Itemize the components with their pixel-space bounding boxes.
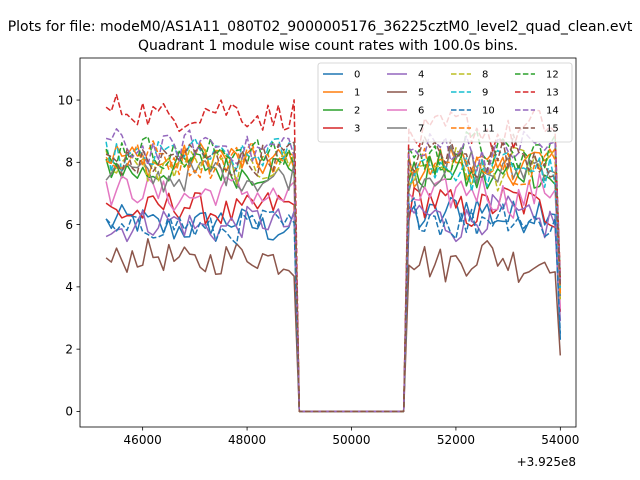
legend-label-11: 11 (482, 124, 495, 135)
y-tick-label: 2 (65, 342, 73, 356)
series-lines (105, 93, 562, 413)
legend-label-0: 0 (354, 70, 360, 81)
y-tick-label: 10 (58, 93, 73, 107)
y-tick-label: 4 (65, 280, 73, 294)
legend-label-7: 7 (418, 124, 424, 135)
legend-label-3: 3 (354, 124, 360, 135)
figure-suptitle: Plots for file: modeM0/AS1A11_080T02_900… (8, 19, 633, 35)
legend-label-13: 13 (546, 88, 559, 99)
legend-label-10: 10 (482, 106, 495, 117)
legend-label-1: 1 (354, 88, 360, 99)
legend-label-5: 5 (418, 88, 424, 99)
x-tick-label: 52000 (437, 433, 475, 447)
y-tick-label: 8 (65, 156, 73, 170)
legend-box (317, 62, 573, 143)
x-tick-label: 50000 (332, 433, 370, 447)
series-line-8 (105, 146, 562, 413)
legend-label-6: 6 (418, 106, 424, 117)
x-tick-label: 54000 (541, 433, 579, 447)
plot-frame (79, 57, 577, 428)
series-line-9 (105, 137, 562, 413)
legend-label-8: 8 (482, 70, 488, 81)
legend-label-15: 15 (546, 124, 559, 135)
x-offset-label: +3.925e8 (517, 455, 576, 469)
series-line-7 (105, 144, 562, 413)
series-line-15 (105, 133, 562, 413)
legend-label-4: 4 (418, 70, 424, 81)
y-tick-label: 0 (65, 405, 73, 419)
chart-title: Quadrant 1 module wise count rates with … (138, 38, 518, 54)
series-line-5 (105, 238, 562, 413)
legend-label-12: 12 (546, 70, 559, 81)
x-tick-label: 46000 (124, 433, 162, 447)
series-line-4 (105, 193, 562, 413)
series-line-14 (105, 128, 562, 413)
series-line-10 (105, 197, 562, 413)
legend-label-9: 9 (482, 88, 488, 99)
x-tick-label: 48000 (228, 433, 266, 447)
series-line-11 (105, 140, 562, 413)
legend-label-2: 2 (354, 106, 360, 117)
legend-label-14: 14 (546, 106, 559, 117)
y-tick-label: 6 (65, 218, 73, 232)
